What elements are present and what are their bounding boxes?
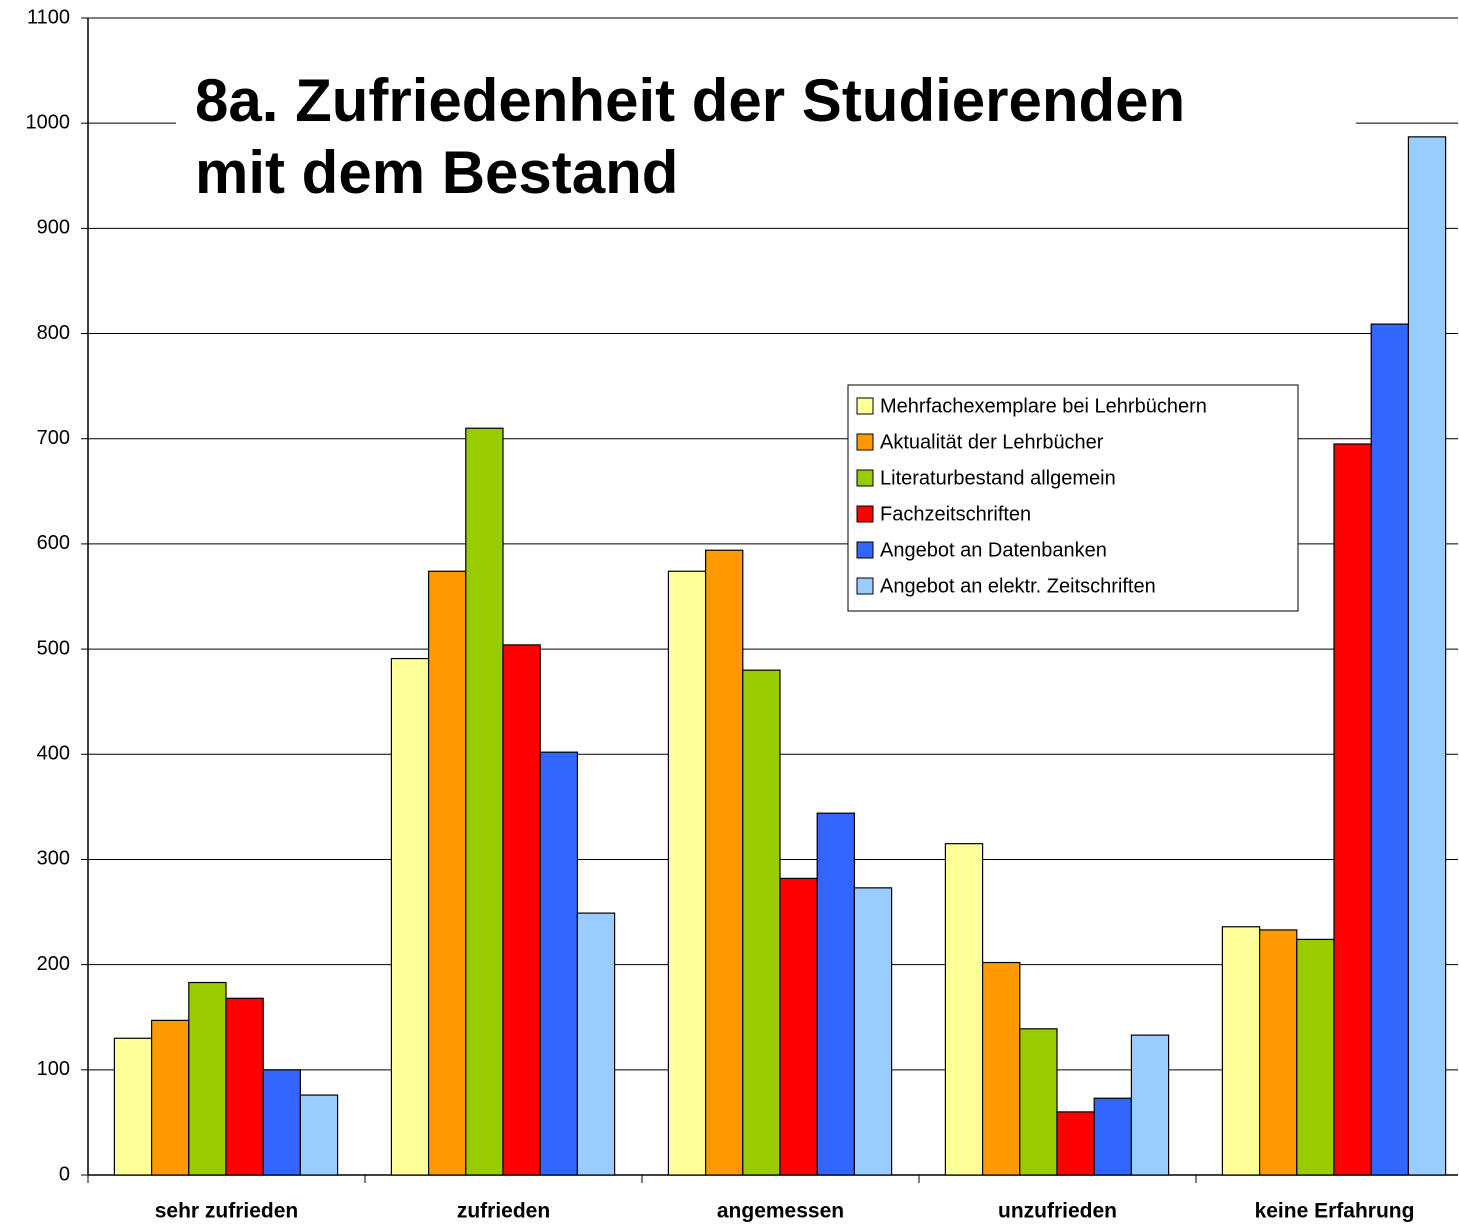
bar — [428, 570, 467, 1176]
y-tick-label: 1100 — [27, 6, 70, 28]
x-tick-label: zufrieden — [457, 1200, 550, 1223]
bar — [1130, 1034, 1170, 1176]
bar — [1019, 1028, 1058, 1176]
bar — [576, 912, 616, 1176]
bar — [816, 812, 856, 1176]
x-tick-label: keine Erfahrung — [1255, 1200, 1415, 1223]
y-tick-label: 800 — [37, 322, 70, 344]
legend-box — [847, 384, 1299, 612]
x-tick-label: angemessen — [717, 1200, 844, 1223]
bar — [539, 751, 579, 1176]
bar — [188, 981, 227, 1176]
bar — [742, 669, 781, 1176]
legend-swatch — [856, 433, 874, 451]
title-background — [176, 70, 1356, 220]
y-tick-label: 200 — [37, 953, 70, 975]
x-tick-label: unzufrieden — [998, 1200, 1117, 1223]
legend-label: Angebot an elektr. Zeitschriften — [880, 575, 1156, 597]
bar — [262, 1069, 302, 1176]
y-tick-label: 900 — [37, 217, 70, 239]
y-tick-label: 100 — [37, 1058, 70, 1080]
bar — [1296, 938, 1335, 1176]
bar — [853, 887, 893, 1176]
y-tick-label: 600 — [37, 532, 70, 554]
legend-swatch — [856, 397, 874, 415]
legend-swatch — [856, 505, 874, 523]
bar — [1370, 323, 1409, 1176]
y-tick-label: 700 — [37, 427, 70, 449]
bar — [390, 657, 430, 1176]
legend-label: Aktualität der Lehrbücher — [880, 431, 1104, 453]
bar — [1093, 1097, 1132, 1176]
bar — [151, 1019, 190, 1176]
y-tick-label: 300 — [37, 848, 70, 870]
y-tick-label: 0 — [59, 1163, 70, 1185]
legend-swatch — [856, 541, 874, 559]
bar — [1333, 443, 1372, 1176]
chart-title: 8a. Zufriedenheit der Studierenden mit de… — [195, 67, 1185, 206]
bar — [779, 877, 818, 1176]
bar — [981, 961, 1021, 1176]
bar — [1258, 929, 1298, 1176]
bar — [1407, 136, 1447, 1176]
y-tick-label: 500 — [37, 637, 70, 659]
y-tick-label: 400 — [37, 743, 70, 765]
bar — [1056, 1111, 1095, 1176]
bar — [944, 843, 984, 1176]
legend-swatch — [856, 469, 874, 487]
bar — [704, 549, 744, 1176]
bar — [113, 1037, 153, 1176]
legend-label: Angebot an Datenbanken — [880, 539, 1107, 561]
legend-label: Mehrfachexemplare bei Lehrbüchern — [880, 395, 1207, 417]
bar — [465, 427, 504, 1176]
x-tick-label: sehr zufrieden — [155, 1200, 299, 1223]
legend-swatch — [856, 577, 874, 595]
bar — [1221, 926, 1261, 1176]
bar — [502, 644, 541, 1176]
legend-label: Fachzeitschriften — [880, 503, 1031, 525]
y-tick-label: 1000 — [26, 111, 71, 133]
bar — [299, 1094, 339, 1176]
bar — [225, 997, 264, 1176]
bar — [667, 570, 707, 1176]
legend-label: Literaturbestand allgemein — [880, 467, 1116, 489]
